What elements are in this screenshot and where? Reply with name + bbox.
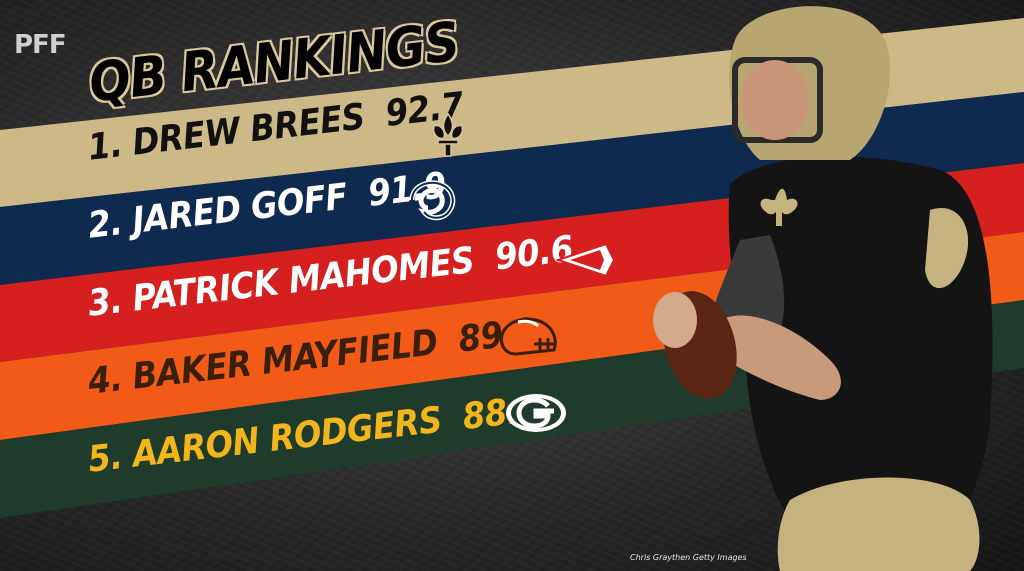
saints-fleur-de-lis-icon <box>432 112 464 157</box>
packers-g-icon <box>506 394 566 432</box>
rams-horn-icon <box>409 180 456 221</box>
chiefs-arrowhead-icon <box>556 242 616 278</box>
player-face <box>741 60 809 140</box>
pff-logo: PFF <box>14 30 67 60</box>
quarterback-photo <box>653 6 993 571</box>
player-forearm <box>710 315 841 400</box>
player-hand <box>653 292 697 348</box>
player-pants <box>777 477 980 571</box>
jersey-number <box>925 208 969 289</box>
player-jersey <box>728 156 993 521</box>
browns-helmet-icon <box>500 317 557 356</box>
shoulder-fleur-de-lis-icon <box>760 188 798 226</box>
helmet-facemask <box>732 57 823 143</box>
photo-credit: Chris Graythen Getty Images <box>630 553 747 562</box>
